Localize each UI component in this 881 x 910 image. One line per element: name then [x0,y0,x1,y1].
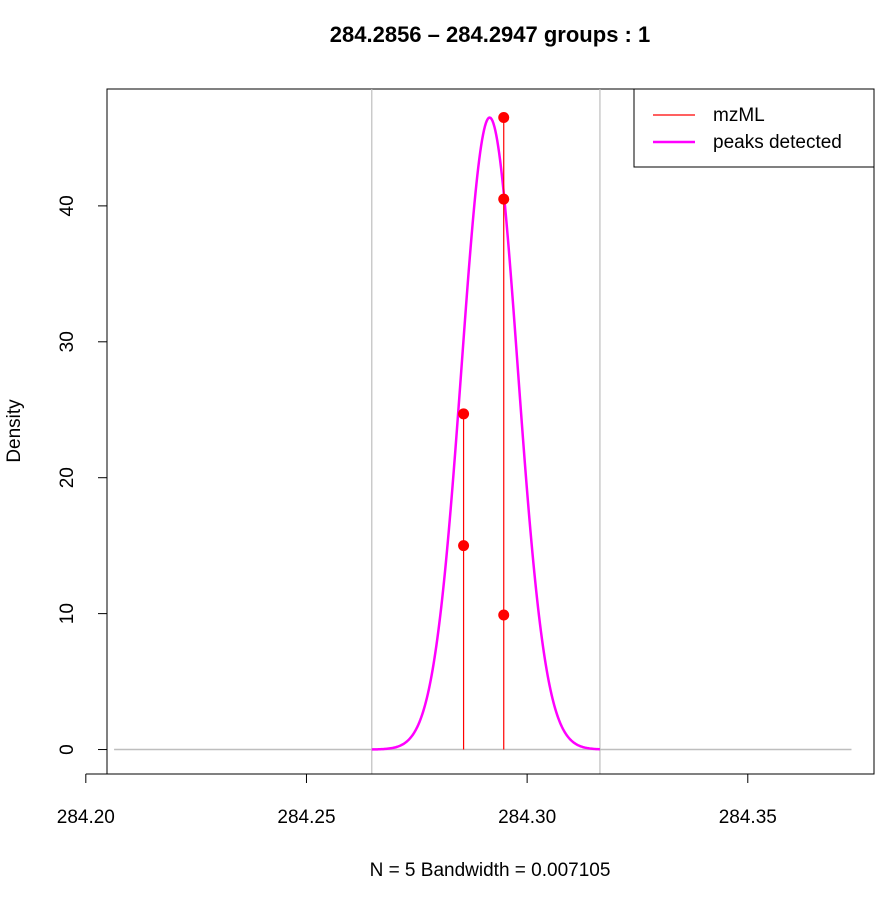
mzml-point-1 [458,540,470,552]
group-bounds [371,89,601,774]
y-tick-label-1: 10 [57,603,78,624]
chart-title: 284.2856 – 284.2947 groups : 1 [330,22,650,47]
legend-label-peaks-detected: peaks detected [713,132,842,153]
x-tick-label-0: 284.20 [57,807,115,828]
plot-frame [106,88,875,775]
y-tick-label-2: 20 [57,467,78,488]
x-tick-label-2: 284.30 [498,807,556,828]
y-axis-label: Density [4,399,25,463]
mzml-point-0 [458,408,470,420]
density-curve [371,116,601,751]
x-tick-label-3: 284.35 [719,807,777,828]
mzml-point-2 [498,112,510,124]
mzml-point-3 [498,193,510,205]
mzml-stems [462,117,505,750]
y-tick-label-4: 40 [57,195,78,216]
y-tick-label-0: 0 [57,744,78,755]
legend-label-mzml: mzML [713,105,765,126]
legend: mzML peaks detected [633,88,875,168]
legend-box [633,88,875,168]
mzml-point-4 [498,609,510,621]
x-axis-label: N = 5 Bandwidth = 0.007105 [370,860,611,881]
y-tick-label-3: 30 [57,331,78,352]
x-tick-label-1: 284.25 [277,807,335,828]
y-axis: 0 10 20 30 40 [57,195,108,755]
density-curve-layer [371,116,601,751]
x-axis: 284.20 284.25 284.30 284.35 [57,773,777,828]
mzml-points [458,112,510,621]
